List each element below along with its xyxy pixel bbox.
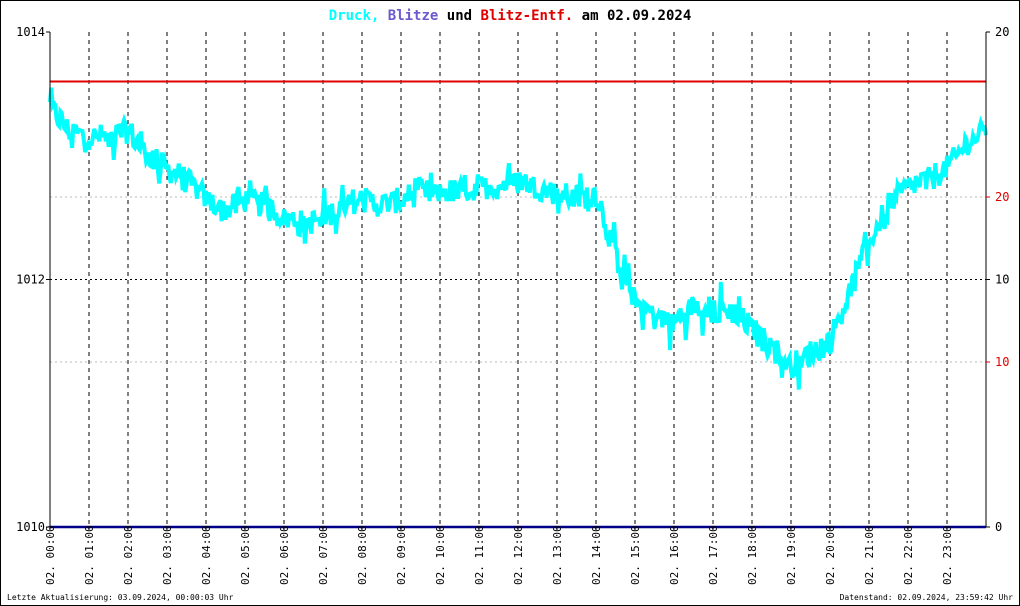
x-tick-label: 02. 18:00 — [746, 525, 759, 585]
chart-title: Druck, Blitze und Blitz-Entf. am 02.09.2… — [329, 8, 692, 24]
right-red-tick-label: 20 — [995, 190, 1009, 204]
x-tick-label: 02. 19:00 — [785, 525, 798, 585]
x-tick-label: 02. 05:00 — [239, 525, 252, 585]
x-tick-label: 02. 22:00 — [902, 525, 915, 585]
left-tick-label: 1012 — [16, 273, 45, 287]
x-tick-label: 02. 09:00 — [395, 525, 408, 585]
x-tick-label: 02. 10:00 — [434, 525, 447, 585]
x-tick-label: 02. 16:00 — [668, 525, 681, 585]
x-tick-label: 02. 03:00 — [161, 525, 174, 585]
right-tick-label: 0 — [995, 520, 1002, 534]
title-druck: Druck, — [329, 8, 380, 24]
axes: 1010 1012 1014 0 10 20 10 20 02. 00:00 02. 01:00 0… — [16, 25, 1009, 585]
x-tick-label: 02. 21:00 — [863, 525, 876, 585]
x-tick-label: 02. 15:00 — [629, 525, 642, 585]
druck-series-line — [48, 87, 988, 390]
data-status-text: Datenstand: 02.09.2024, 23:59:42 Uhr — [839, 593, 1013, 602]
x-tick-label: 02. 13:00 — [551, 525, 564, 585]
x-tick-label: 02. 04:00 — [200, 525, 213, 585]
x-tick-label: 02. 17:00 — [707, 525, 720, 585]
x-tick-label: 02. 14:00 — [590, 525, 603, 585]
right-red-tick-label: 10 — [995, 355, 1009, 369]
x-tick-label: 02. 06:00 — [278, 525, 291, 585]
x-tick-label: 02. 08:00 — [356, 525, 369, 585]
title-blitze: Blitze — [388, 8, 439, 24]
x-tick-label: 02. 02:00 — [122, 525, 135, 585]
x-tick-label: 02. 12:00 — [512, 525, 525, 585]
x-tick-label: 02. 20:00 — [824, 525, 837, 585]
x-tick-label: 02. 23:00 — [941, 525, 954, 585]
left-tick-label: 1010 — [16, 520, 45, 534]
title-und: und — [447, 8, 472, 24]
right-tick-label: 10 — [995, 273, 1009, 287]
x-tick-label: 02. 00:00 — [44, 525, 57, 585]
title-date: am 02.09.2024 — [582, 8, 692, 24]
x-tick-label: 02. 11:00 — [473, 525, 486, 585]
x-tick-label: 02. 01:00 — [83, 525, 96, 585]
right-tick-label: 20 — [995, 25, 1009, 39]
grid — [50, 32, 986, 527]
last-update-text: Letzte Aktualisierung: 03.09.2024, 00:00… — [7, 593, 234, 602]
x-tick-label: 02. 07:00 — [317, 525, 330, 585]
title-blitz-entf: Blitz-Entf. — [481, 8, 574, 24]
left-tick-label: 1014 — [16, 25, 45, 39]
